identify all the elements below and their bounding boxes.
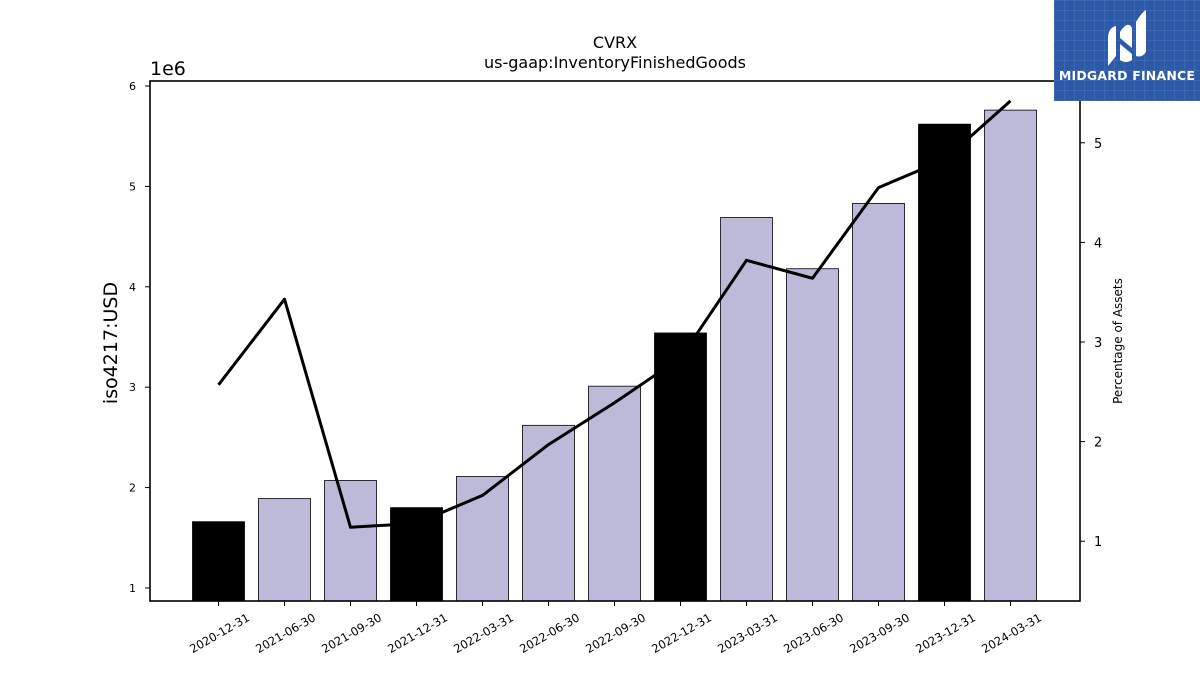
bar-2023-03-31 xyxy=(720,217,773,602)
bar-2024-03-31 xyxy=(984,109,1037,602)
percentage-line xyxy=(217,99,1012,529)
bar-2020-12-31 xyxy=(192,521,245,602)
bar-series xyxy=(192,109,1037,602)
y-axis-label: iso4217:USD xyxy=(100,282,122,404)
bar-2023-09-30 xyxy=(852,203,905,602)
bar-2021-12-31 xyxy=(390,507,443,602)
logo-text: MIDGARD FINANCE xyxy=(1058,68,1196,83)
y-tick-label: 5 xyxy=(129,180,136,193)
y-tick-label: 4 xyxy=(129,281,136,294)
line-series xyxy=(217,99,1012,529)
x-tick-label: 2022-12-31 xyxy=(649,610,714,656)
bar-2022-03-31 xyxy=(456,476,509,602)
x-tick-label: 2023-12-31 xyxy=(913,610,978,656)
chart-subtitle: us-gaap:InventoryFinishedGoods xyxy=(484,53,746,72)
x-tick-label: 2023-03-31 xyxy=(715,610,780,656)
bar-2023-12-31 xyxy=(918,123,971,602)
y2-tick-label: 2 xyxy=(1094,436,1102,451)
y2-axis-label: Percentage of Assets xyxy=(1111,278,1125,404)
x-tick-label: 2023-06-30 xyxy=(781,610,846,656)
x-tick-label: 2022-06-30 xyxy=(517,610,582,656)
y2-tick-label: 5 xyxy=(1094,137,1102,152)
x-tick-label: 2021-12-31 xyxy=(385,610,450,656)
y-tick-label: 3 xyxy=(129,381,136,394)
bar-2022-06-30 xyxy=(522,424,575,602)
bar-2022-09-30 xyxy=(588,385,641,602)
y-tick-label: 1 xyxy=(129,582,136,595)
bar-2021-09-30 xyxy=(324,480,377,602)
x-tick-label: 2020-12-31 xyxy=(187,610,252,656)
brand-logo: MIDGARD FINANCE xyxy=(1054,0,1200,101)
logo-mark-icon xyxy=(1108,10,1146,66)
bar-2022-12-31 xyxy=(654,332,707,602)
y-tick-label: 2 xyxy=(129,482,136,495)
y2-tick-label: 4 xyxy=(1094,236,1102,251)
chart-labels: CVRX us-gaap:InventoryFinishedGoods 1e6 … xyxy=(100,33,1125,404)
chart-title: CVRX xyxy=(593,33,637,52)
x-tick-label: 2021-09-30 xyxy=(319,610,384,656)
y2-tick-label: 1 xyxy=(1094,535,1102,550)
x-tick-label: 2024-03-31 xyxy=(979,610,1044,656)
y2-tick-label: 3 xyxy=(1094,336,1102,351)
x-tick-label: 2022-09-30 xyxy=(583,610,648,656)
x-tick-label: 2021-06-30 xyxy=(253,610,318,656)
y-tick-label: 6 xyxy=(129,80,136,93)
x-tick-label: 2023-09-30 xyxy=(847,610,912,656)
bar-2021-06-30 xyxy=(258,498,311,602)
y-offset-label: 1e6 xyxy=(150,58,186,80)
bar-2023-06-30 xyxy=(786,268,839,602)
x-tick-label: 2022-03-31 xyxy=(451,610,516,656)
